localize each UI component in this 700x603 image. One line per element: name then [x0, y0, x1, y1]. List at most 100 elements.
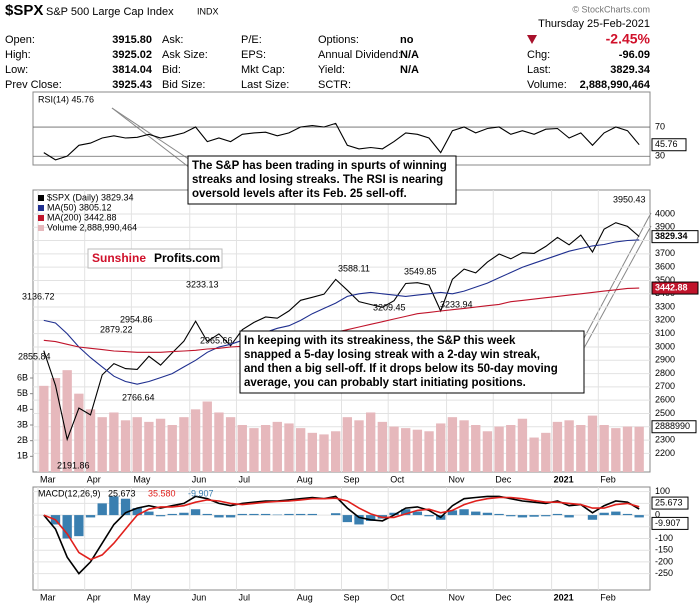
- quote-label: Last Size:: [241, 79, 289, 91]
- macd-legend-value: 25.673: [108, 488, 136, 498]
- logo-part: Profits.com: [154, 251, 220, 265]
- volume-bar: [179, 417, 189, 472]
- histogram-bar: [109, 496, 119, 516]
- last-label: 3829.34: [655, 231, 688, 241]
- price-label: 3549.85: [404, 266, 437, 276]
- histogram-bar: [62, 515, 72, 539]
- histogram-bar: [132, 508, 142, 516]
- x-tick-label: Jun: [192, 592, 207, 602]
- annotation-text: average, you can probably start initiati…: [244, 377, 526, 389]
- y-tick-label: 70: [655, 121, 665, 131]
- quote-value: N/A: [400, 49, 419, 61]
- volume-bar: [541, 432, 551, 472]
- x-tick-label: Dec: [495, 592, 512, 602]
- y-tick-label: 3500: [655, 275, 675, 285]
- volume-bar: [436, 423, 446, 472]
- volume-bar: [307, 432, 317, 472]
- x-tick-label: Jul: [238, 474, 250, 484]
- histogram-bar: [225, 515, 236, 518]
- y-tick-label: 3600: [655, 262, 675, 272]
- volume-bar: [39, 385, 49, 472]
- y2-tick-label: 5B: [17, 388, 28, 398]
- x-tick-label: Jun: [192, 474, 207, 484]
- copyright: © StockCharts.com: [572, 4, 650, 14]
- x-tick-label: Aug: [297, 592, 313, 602]
- quote-label: Prev Close:: [5, 79, 62, 91]
- quote-label: Last:: [527, 64, 551, 76]
- histogram-bar: [284, 513, 294, 516]
- volume-bar: [587, 415, 598, 472]
- volume-bar: [144, 421, 154, 472]
- price-label: 2879.22: [100, 324, 133, 334]
- x-tick-label: Feb: [600, 474, 616, 484]
- volume-bar: [284, 423, 294, 472]
- price-label: 2965.66: [200, 335, 233, 345]
- volume-bar: [214, 412, 224, 472]
- histogram-bar: [424, 515, 434, 517]
- y-tick-label: 2800: [655, 368, 675, 378]
- histogram-bar: [330, 513, 341, 516]
- y2-tick-label: 3B: [17, 419, 28, 429]
- macd-last-label: 25.673: [655, 497, 683, 507]
- histogram-bar: [179, 512, 189, 516]
- quote-label: Ask Size:: [162, 49, 208, 61]
- y-tick-label: 100: [655, 486, 670, 496]
- volume-bar: [611, 428, 621, 472]
- quote-label: Annual Dividend:: [318, 49, 401, 61]
- annotation-arrow: [582, 212, 652, 341]
- volume-bar: [272, 421, 282, 472]
- volume-bar: [225, 417, 236, 472]
- annotation-arrow: [111, 107, 191, 169]
- macd-last-label: -9.907: [655, 518, 681, 528]
- histogram-bar: [506, 515, 516, 517]
- histogram-bar: [587, 515, 598, 520]
- quote-value: 3925.02: [112, 49, 152, 61]
- y-tick-label: 3100: [655, 328, 675, 338]
- quote-value: 3915.80: [112, 34, 152, 46]
- y-tick-label: -150: [655, 545, 673, 555]
- logo-part: Sunshine: [92, 251, 146, 265]
- histogram-bar: [190, 509, 201, 516]
- x-tick-label: Nov: [449, 474, 466, 484]
- volume-bar: [447, 417, 458, 472]
- volume-bar: [202, 401, 212, 472]
- volume-bar: [132, 417, 142, 472]
- x-tick-label: Oct: [390, 592, 405, 602]
- histogram-bar: [354, 515, 364, 525]
- quote-label: Options:: [318, 34, 359, 46]
- legend-swatch: [38, 215, 44, 221]
- volume-bar: [552, 421, 563, 472]
- annotation-text: oversold levels after its Feb. 25 sell-o…: [192, 188, 407, 200]
- volume-bar: [517, 418, 528, 472]
- annotation-text: streaks and losing streaks. The RSI is n…: [192, 174, 443, 186]
- histogram-bar: [295, 513, 306, 516]
- price-label: 2954.86: [120, 314, 153, 324]
- y-tick-label: 0: [655, 509, 660, 519]
- histogram-bar: [237, 513, 247, 516]
- y-tick-label: 30: [655, 151, 665, 161]
- volume-bar: [424, 431, 434, 472]
- symbol: $SPX: [5, 2, 43, 19]
- volume-bar: [459, 420, 469, 472]
- histogram-bar: [634, 515, 644, 518]
- x-tick-label: Feb: [600, 592, 616, 602]
- y2-tick-label: 6B: [17, 372, 28, 382]
- x-tick-label: Aug: [297, 474, 313, 484]
- y-tick-label: 2200: [655, 448, 675, 458]
- volume-bar: [494, 426, 504, 472]
- price-label: 2191.86: [57, 460, 90, 470]
- quote-label: High:: [5, 49, 31, 61]
- annotation-box: [239, 330, 585, 394]
- histogram-bar: [471, 511, 481, 516]
- quote-label: Yield:: [318, 64, 345, 76]
- y-tick-label: -250: [655, 568, 673, 578]
- volume-bar: [260, 425, 271, 472]
- price-label: 3233.13: [186, 279, 219, 289]
- histogram-bar: [622, 513, 633, 516]
- series-line: [43, 122, 640, 161]
- legend-label: MA(50) 3805.12: [47, 202, 112, 212]
- price-label: 3588.11: [338, 263, 370, 273]
- volume-bar: [249, 428, 259, 472]
- histogram-bar: [214, 515, 224, 518]
- volume-bar: [599, 425, 609, 472]
